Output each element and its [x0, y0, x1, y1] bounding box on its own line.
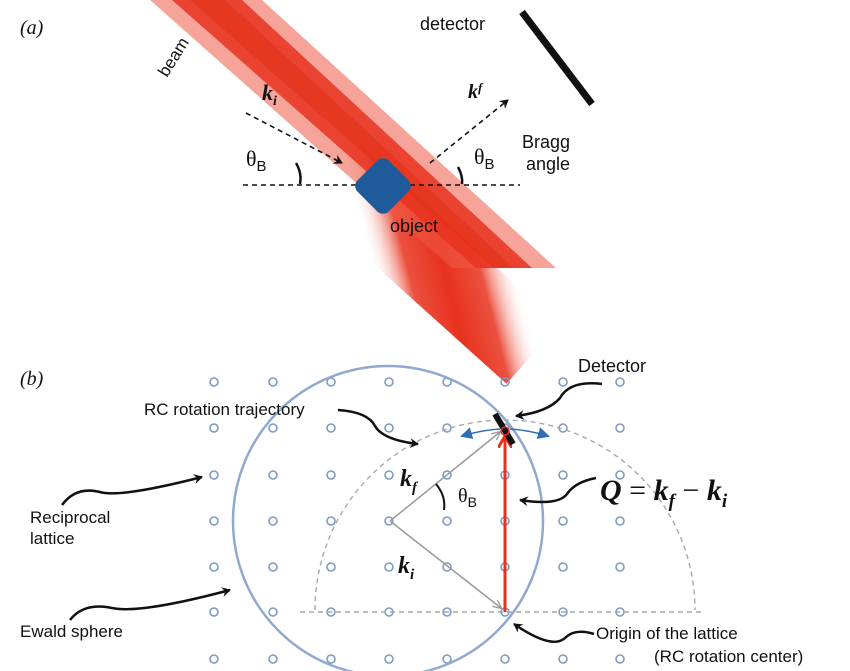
object-label: object — [390, 216, 438, 236]
lattice-point — [615, 516, 625, 526]
lattice-point — [558, 377, 568, 387]
lattice-point — [268, 607, 278, 617]
lattice-point — [326, 470, 336, 480]
lattice-point — [209, 516, 219, 526]
panel-b: (b) Detector θB kf ki Q = kf − ki RC rot — [20, 356, 803, 671]
lattice-point — [384, 470, 394, 480]
detector-bar — [519, 9, 595, 107]
theta-arc-b — [435, 483, 446, 511]
bragg-label-line1: Bragg — [522, 132, 570, 152]
lattice-point — [558, 470, 568, 480]
lattice-point — [615, 470, 625, 480]
rc-pointer — [337, 408, 419, 449]
rc-rotation-trajectory — [314, 419, 696, 611]
reciprocal-lattice-points — [209, 377, 625, 664]
beam — [149, 3, 560, 384]
origin-pointer — [513, 622, 595, 643]
kf-vector — [389, 432, 500, 522]
trajectory-arrow-right — [509, 427, 550, 439]
ki-label: ki — [262, 80, 277, 109]
bragg-label-line2: angle — [526, 154, 570, 174]
lattice-point — [442, 607, 452, 617]
reciprocal-lattice-label-2: lattice — [30, 529, 74, 548]
lattice-point — [326, 423, 336, 433]
lattice-point — [209, 423, 219, 433]
reciprocal-lattice-label-1: Reciprocal — [30, 508, 110, 527]
lattice-point — [209, 562, 219, 572]
lattice-point — [615, 562, 625, 572]
panel-a: (a) beam detector ki kf — [20, 0, 595, 384]
angle-arc-right — [456, 166, 464, 185]
kf-label-b: kf — [400, 466, 419, 496]
lattice-point — [326, 562, 336, 572]
beam-band — [150, 0, 556, 268]
lattice-point — [209, 607, 219, 617]
lattice-point — [384, 423, 394, 433]
detector-point — [500, 426, 510, 436]
reciprocal-pointer — [60, 474, 203, 506]
lattice-point — [500, 377, 510, 387]
theta-b-right: θB — [474, 144, 495, 173]
lattice-point — [615, 423, 625, 433]
ki-arrow — [245, 112, 343, 164]
lattice-point — [326, 654, 336, 664]
ki-label-b: ki — [398, 553, 415, 583]
lattice-point — [268, 516, 278, 526]
lattice-point — [384, 377, 394, 387]
detector-label-b: Detector — [578, 356, 646, 376]
q-pointer — [519, 476, 597, 507]
lattice-point — [558, 607, 568, 617]
lattice-point — [500, 654, 510, 664]
lattice-point — [268, 470, 278, 480]
panel-b-label: (b) — [20, 368, 44, 390]
lattice-point — [558, 654, 568, 664]
angle-arc-left — [294, 162, 302, 185]
lattice-point — [384, 654, 394, 664]
ewald-sphere — [231, 364, 545, 671]
lattice-point — [326, 516, 336, 526]
ewald-pointer — [69, 587, 231, 621]
rc-trajectory-label: RC rotation trajectory — [144, 400, 305, 419]
origin-label-1: Origin of the lattice — [596, 624, 738, 643]
lattice-point — [558, 516, 568, 526]
lattice-point — [615, 377, 625, 387]
object-square — [355, 158, 411, 214]
lattice-point — [209, 377, 219, 387]
lattice-point — [442, 470, 452, 480]
lattice-point — [384, 516, 394, 526]
lattice-point — [268, 562, 278, 572]
lattice-point — [209, 654, 219, 664]
detector-label: detector — [420, 14, 485, 34]
lattice-point — [268, 654, 278, 664]
ewald-sphere-label: Ewald sphere — [20, 622, 123, 641]
theta-b-label: θB — [458, 485, 477, 510]
panel-a-label: (a) — [20, 17, 44, 39]
lattice-point — [268, 423, 278, 433]
lattice-point — [268, 377, 278, 387]
kf-label: kf — [468, 80, 484, 103]
trajectory-arrow-left — [460, 427, 501, 439]
lattice-point — [558, 562, 568, 572]
lattice-point — [442, 562, 452, 572]
lattice-point — [615, 654, 625, 664]
detector-bar-b — [492, 412, 516, 446]
lattice-point — [442, 516, 452, 526]
lattice-point — [384, 562, 394, 572]
lattice-point — [209, 470, 219, 480]
lattice-point — [442, 423, 452, 433]
q-equation: Q = kf − ki — [600, 474, 728, 512]
detector-pointer — [515, 382, 603, 420]
origin-label-2: (RC rotation center) — [654, 647, 803, 666]
ki-vector — [389, 520, 501, 608]
kf-arrow — [429, 99, 509, 164]
theta-b-left: θB — [246, 146, 267, 175]
